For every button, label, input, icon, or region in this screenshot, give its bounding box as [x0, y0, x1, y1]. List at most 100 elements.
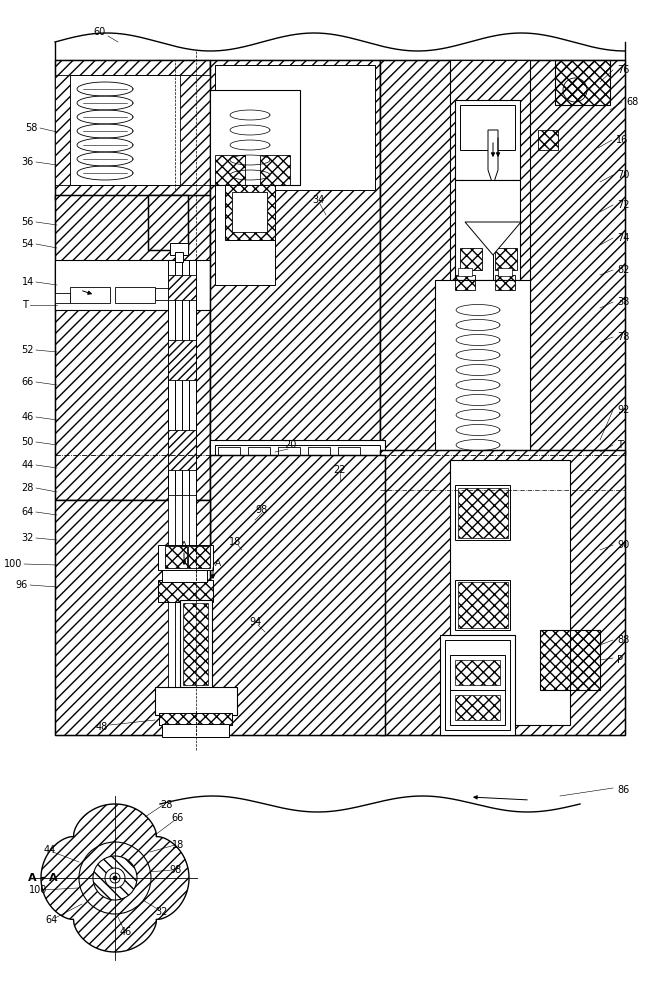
Bar: [115, 287, 155, 303]
Bar: [215, 185, 275, 285]
Bar: [188, 546, 210, 568]
Bar: [155, 687, 237, 715]
Text: 92: 92: [617, 405, 629, 415]
Bar: [168, 495, 175, 735]
Text: 22: 22: [334, 465, 346, 475]
Bar: [455, 100, 520, 180]
Bar: [458, 268, 472, 276]
Bar: [218, 447, 240, 463]
Bar: [540, 630, 600, 690]
Bar: [380, 450, 625, 735]
Text: 86: 86: [617, 785, 629, 795]
Bar: [308, 447, 330, 463]
Bar: [182, 260, 189, 500]
Text: 32: 32: [156, 907, 168, 917]
Text: 72: 72: [617, 200, 629, 210]
Text: T: T: [617, 440, 623, 450]
Bar: [148, 195, 188, 250]
Polygon shape: [210, 60, 380, 455]
Bar: [182, 285, 194, 303]
Bar: [450, 460, 570, 725]
Text: 82: 82: [617, 265, 629, 275]
Bar: [155, 288, 185, 300]
Bar: [55, 500, 210, 735]
Text: 78: 78: [617, 332, 629, 342]
Bar: [555, 60, 610, 105]
Bar: [495, 275, 515, 290]
Bar: [55, 500, 210, 735]
Bar: [248, 447, 270, 463]
Text: 100: 100: [4, 559, 22, 569]
Bar: [159, 713, 232, 725]
Bar: [440, 635, 515, 735]
Text: 64: 64: [22, 507, 34, 517]
Bar: [155, 60, 385, 455]
Bar: [210, 455, 385, 735]
Text: 60: 60: [94, 27, 106, 37]
Text: 18: 18: [172, 840, 184, 850]
Circle shape: [110, 873, 120, 883]
Text: 90: 90: [617, 540, 629, 550]
Bar: [182, 495, 189, 735]
Bar: [158, 580, 213, 602]
Text: 70: 70: [617, 170, 629, 180]
Bar: [260, 155, 290, 185]
Bar: [162, 567, 207, 582]
Text: 44: 44: [44, 845, 56, 855]
Circle shape: [105, 868, 125, 888]
Bar: [498, 268, 512, 276]
Bar: [460, 248, 482, 270]
Text: 32: 32: [21, 533, 34, 543]
Bar: [458, 488, 508, 538]
Text: 28: 28: [160, 800, 172, 810]
Text: A: A: [181, 540, 187, 550]
Text: 20: 20: [284, 440, 296, 450]
Bar: [455, 275, 475, 290]
Polygon shape: [41, 804, 189, 952]
Bar: [435, 280, 530, 455]
Bar: [70, 287, 110, 303]
Bar: [180, 75, 210, 185]
Text: 58: 58: [26, 123, 38, 133]
Bar: [55, 75, 70, 185]
Bar: [225, 185, 275, 240]
Bar: [495, 248, 517, 270]
Bar: [278, 447, 300, 463]
Bar: [458, 582, 508, 628]
Bar: [180, 600, 212, 690]
Text: A - A: A - A: [28, 873, 58, 883]
Bar: [450, 60, 530, 455]
Bar: [338, 447, 360, 463]
Text: 68: 68: [626, 97, 638, 107]
Text: 76: 76: [617, 65, 629, 75]
Text: 34: 34: [312, 195, 324, 205]
Text: 48: 48: [96, 722, 108, 732]
Bar: [450, 690, 505, 725]
Text: A: A: [215, 558, 221, 568]
Bar: [165, 546, 187, 568]
Bar: [175, 252, 183, 262]
Bar: [168, 340, 196, 380]
Bar: [175, 260, 182, 500]
Text: 28: 28: [21, 483, 34, 493]
Bar: [210, 455, 385, 735]
Bar: [70, 75, 195, 185]
Bar: [215, 445, 380, 465]
Bar: [455, 695, 500, 720]
Bar: [210, 90, 300, 185]
Bar: [455, 580, 510, 630]
Text: 94: 94: [249, 617, 261, 627]
Bar: [55, 60, 210, 200]
Circle shape: [79, 842, 151, 914]
Bar: [158, 545, 213, 570]
Text: 50: 50: [21, 437, 34, 447]
Bar: [170, 243, 188, 255]
Text: 66: 66: [22, 377, 34, 387]
Bar: [55, 195, 210, 500]
Bar: [168, 275, 196, 300]
Text: 64: 64: [46, 915, 58, 925]
Circle shape: [93, 856, 137, 900]
Text: 54: 54: [21, 239, 34, 249]
Text: T: T: [22, 300, 28, 310]
Text: 44: 44: [22, 460, 34, 470]
